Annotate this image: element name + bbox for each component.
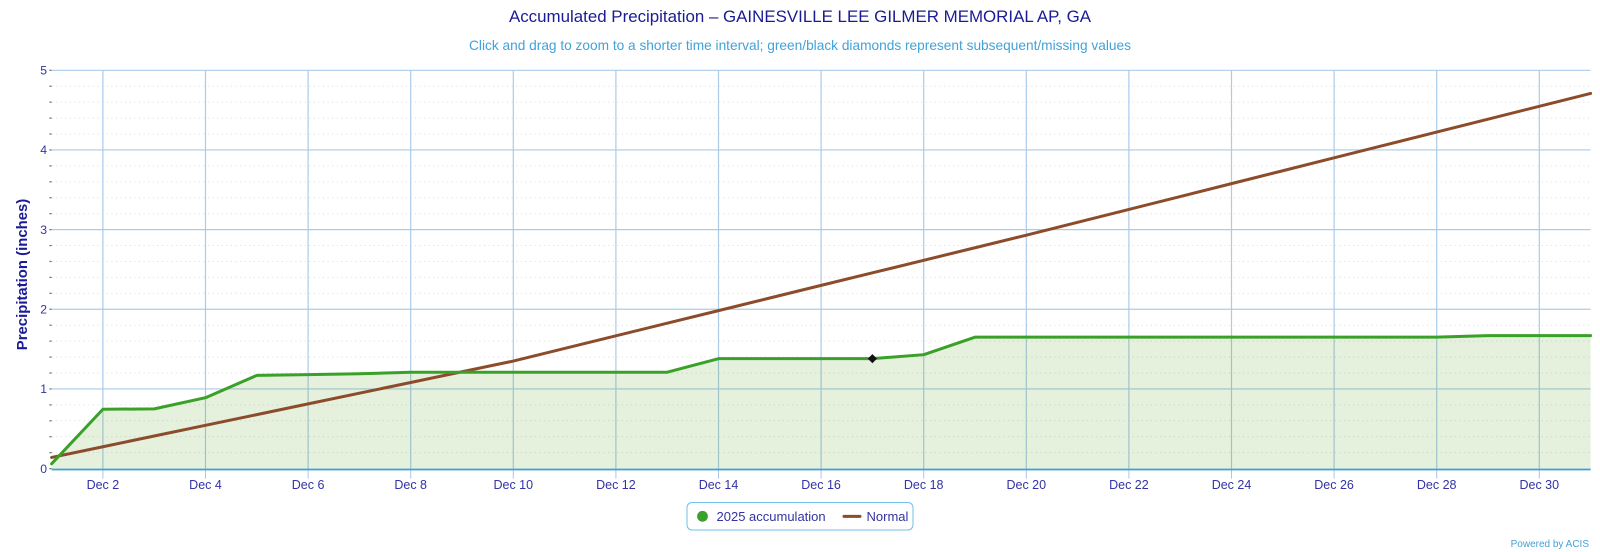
svg-text:Normal: Normal <box>867 509 909 524</box>
svg-text:4: 4 <box>40 143 47 157</box>
svg-text:Dec 14: Dec 14 <box>699 478 739 492</box>
svg-text:1: 1 <box>40 382 47 396</box>
svg-text:2025 accumulation: 2025 accumulation <box>717 509 826 524</box>
svg-text:Dec 24: Dec 24 <box>1212 478 1252 492</box>
svg-text:0: 0 <box>40 462 47 476</box>
svg-text:Dec 20: Dec 20 <box>1006 478 1046 492</box>
svg-text:Dec 10: Dec 10 <box>493 478 533 492</box>
svg-text:5: 5 <box>40 64 47 78</box>
svg-text:Dec 4: Dec 4 <box>189 478 222 492</box>
svg-text:Accumulated Precipitation – GA: Accumulated Precipitation – GAINESVILLE … <box>509 7 1092 26</box>
svg-text:2: 2 <box>40 302 47 316</box>
svg-text:Dec 16: Dec 16 <box>801 478 841 492</box>
svg-text:Dec 12: Dec 12 <box>596 478 636 492</box>
svg-text:Powered by ACIS: Powered by ACIS <box>1511 539 1590 550</box>
svg-text:Dec 18: Dec 18 <box>904 478 944 492</box>
svg-text:Precipitation (inches): Precipitation (inches) <box>15 199 31 350</box>
svg-text:Dec 8: Dec 8 <box>394 478 427 492</box>
svg-text:Dec 2: Dec 2 <box>87 478 120 492</box>
svg-text:Dec 22: Dec 22 <box>1109 478 1149 492</box>
svg-text:Dec 6: Dec 6 <box>292 478 325 492</box>
svg-text:Dec 28: Dec 28 <box>1417 478 1457 492</box>
svg-text:Dec 30: Dec 30 <box>1519 478 1559 492</box>
svg-text:Dec 26: Dec 26 <box>1314 478 1354 492</box>
svg-text:Click and drag to zoom to a sh: Click and drag to zoom to a shorter time… <box>469 38 1131 53</box>
svg-text:3: 3 <box>40 223 47 237</box>
